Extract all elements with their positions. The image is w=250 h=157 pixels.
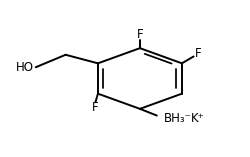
- Text: F: F: [136, 28, 143, 41]
- Text: HO: HO: [16, 61, 34, 74]
- Text: F: F: [195, 47, 201, 60]
- Text: F: F: [92, 101, 99, 114]
- Text: BH₃⁻: BH₃⁻: [164, 112, 192, 125]
- Text: K⁺: K⁺: [190, 112, 204, 125]
